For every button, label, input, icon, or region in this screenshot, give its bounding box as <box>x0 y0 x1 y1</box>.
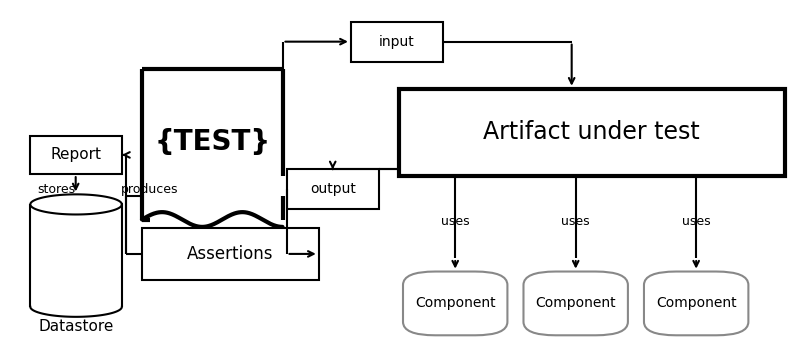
Text: {TEST}: {TEST} <box>154 128 270 156</box>
FancyBboxPatch shape <box>399 88 784 176</box>
Text: output: output <box>310 182 355 196</box>
Text: produces: produces <box>121 183 179 196</box>
FancyBboxPatch shape <box>142 228 318 280</box>
FancyBboxPatch shape <box>523 272 628 335</box>
Text: uses: uses <box>562 215 590 228</box>
Text: Report: Report <box>50 147 102 162</box>
Text: stores: stores <box>37 183 75 196</box>
Text: input: input <box>379 35 415 49</box>
Text: uses: uses <box>441 215 470 228</box>
FancyBboxPatch shape <box>286 169 379 210</box>
FancyBboxPatch shape <box>403 272 508 335</box>
Text: Component: Component <box>656 296 737 311</box>
Text: Component: Component <box>535 296 616 311</box>
FancyBboxPatch shape <box>644 272 749 335</box>
Text: Artifact under test: Artifact under test <box>484 120 700 144</box>
FancyBboxPatch shape <box>30 136 122 174</box>
FancyBboxPatch shape <box>351 21 443 62</box>
Text: uses: uses <box>682 215 710 228</box>
Text: Component: Component <box>415 296 496 311</box>
Text: Datastore: Datastore <box>39 319 114 334</box>
Text: Assertions: Assertions <box>187 245 273 263</box>
